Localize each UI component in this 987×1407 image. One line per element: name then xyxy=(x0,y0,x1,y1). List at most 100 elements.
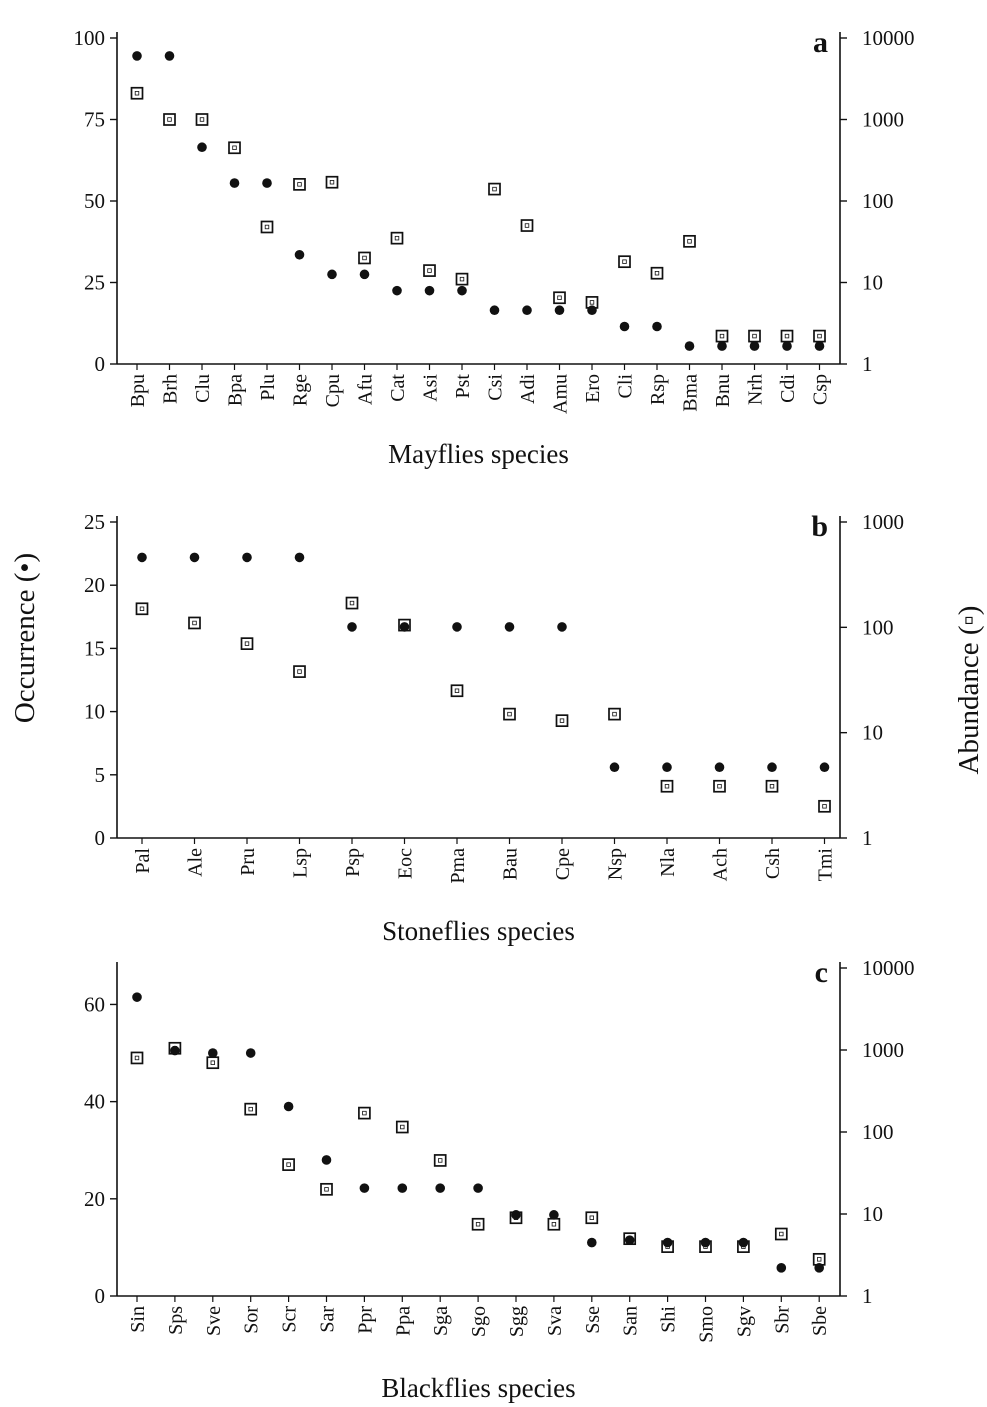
occurrence-point xyxy=(700,1237,711,1248)
abundance-point-inner xyxy=(297,182,302,187)
occurrence-point xyxy=(684,341,695,351)
right-tick-label: 100 xyxy=(862,615,894,639)
occurrence-point xyxy=(609,762,620,773)
abundance-point-inner xyxy=(286,1162,291,1167)
occurrence-point xyxy=(473,1183,483,1193)
abundance-point-inner xyxy=(329,180,335,185)
category-label: Csp xyxy=(810,374,832,405)
occurrence-point xyxy=(767,762,777,773)
occurrence-point xyxy=(397,1183,408,1193)
occurrence-point xyxy=(819,762,830,773)
category-label: Csi xyxy=(485,374,507,401)
right-tick-label: 1000 xyxy=(862,510,904,534)
category-label: Cli xyxy=(615,374,637,399)
abundance-point-inner xyxy=(134,91,140,96)
abundance-point-inner xyxy=(784,333,790,339)
occurrence-point xyxy=(294,249,305,260)
category-label: Tmi xyxy=(815,848,837,882)
category-label: Rge xyxy=(290,374,312,406)
right-tick-label: 1 xyxy=(862,1284,873,1308)
right-tick-label: 100 xyxy=(862,1120,894,1144)
left-tick-label: 40 xyxy=(84,1090,105,1114)
abundance-point-inner xyxy=(192,620,197,626)
category-label: Adi xyxy=(517,374,539,404)
left-tick-label: 25 xyxy=(84,271,105,295)
occurrence-point xyxy=(283,1101,294,1112)
occurrence-point xyxy=(522,305,532,316)
abundance-point-inner xyxy=(134,1055,140,1061)
category-label: Sgo xyxy=(468,1306,490,1337)
occurrence-point xyxy=(814,341,825,351)
abundance-point-inner xyxy=(507,711,512,717)
occurrence-point xyxy=(662,762,672,773)
category-label: Ale xyxy=(185,848,207,877)
occurrence-point xyxy=(452,622,462,632)
occurrence-point xyxy=(652,321,662,332)
y-axis-label-occurrence: Occurrence (•) xyxy=(9,553,41,723)
category-label: Nrh xyxy=(745,374,767,405)
category-label: Scr xyxy=(279,1306,301,1333)
category-label: Pst xyxy=(452,374,474,399)
occurrence-point xyxy=(549,1210,559,1220)
category-label: Pma xyxy=(447,848,469,884)
abundance-point-inner xyxy=(244,641,250,646)
left-tick-label: 10 xyxy=(84,700,105,724)
occurrence-point xyxy=(554,305,565,316)
abundance-point-inner xyxy=(524,223,530,228)
occurrence-point xyxy=(738,1237,749,1248)
abundance-point-inner xyxy=(822,804,827,809)
right-tick-label: 10000 xyxy=(862,26,915,50)
abundance-point-inner xyxy=(400,1124,405,1130)
category-label: Rsp xyxy=(647,374,669,405)
abundance-point-inner xyxy=(612,711,617,717)
category-label: Sve xyxy=(203,1306,225,1336)
occurrence-point xyxy=(170,1045,180,1056)
occurrence-point xyxy=(242,552,252,563)
panel-b: 0 5 10 15 20 25 1 10 100 1000 b Pal Ale Pru Lsp Psp Eoc P… xyxy=(84,510,904,946)
category-label: Nla xyxy=(657,848,679,877)
category-label: Brh xyxy=(160,374,182,404)
right-tick-label: 10000 xyxy=(862,956,915,980)
occurrence-point xyxy=(511,1210,521,1220)
category-label: Ach xyxy=(710,848,732,881)
occurrence-point xyxy=(557,622,567,632)
occurrence-point xyxy=(321,1155,332,1165)
occurrence-point xyxy=(294,552,305,563)
occurrence-point xyxy=(392,285,402,296)
occurrence-point xyxy=(776,1263,787,1273)
category-label: Sva xyxy=(544,1306,566,1336)
x-axis-title: Stoneflies species xyxy=(382,916,575,946)
category-label: Bnu xyxy=(712,374,734,407)
abundance-point-inner xyxy=(622,259,627,264)
occurrence-point xyxy=(399,622,410,632)
abundance-point-inner xyxy=(324,1187,329,1192)
abundance-point-inner xyxy=(752,333,757,339)
abundance-point-inner xyxy=(664,784,670,789)
left-tick-label: 60 xyxy=(84,992,105,1016)
category-label: Sgv xyxy=(733,1306,755,1337)
abundance-point-inner xyxy=(297,669,302,674)
left-tick-label: 25 xyxy=(84,510,105,534)
right-tick-label: 1000 xyxy=(862,1038,904,1062)
category-label: Ero xyxy=(582,374,604,403)
left-tick-label: 75 xyxy=(84,108,105,132)
abundance-point-inner xyxy=(210,1060,215,1065)
left-tick-label: 15 xyxy=(84,636,105,660)
abundance-point-inner xyxy=(349,600,355,606)
occurrence-point xyxy=(164,51,175,61)
right-tick-label: 1 xyxy=(862,826,873,850)
category-label: Sin xyxy=(127,1306,149,1333)
occurrence-point xyxy=(782,341,792,351)
panel-c: 0 20 40 60 1 10 100 1000 10000 c Sin Sps Sve Sor Scr Sa… xyxy=(84,956,915,1403)
category-label: Shi xyxy=(658,1306,680,1333)
category-label: Bpa xyxy=(225,374,247,406)
panel-letter: a xyxy=(813,26,828,59)
category-label: Cdi xyxy=(777,374,799,403)
abundance-point-inner xyxy=(454,688,460,693)
right-tick-label: 1 xyxy=(862,352,873,376)
category-label: Cpe xyxy=(552,848,574,880)
category-label: Bpu xyxy=(127,374,149,407)
category-label: Sor xyxy=(241,1306,263,1334)
abundance-point-inner xyxy=(557,295,562,300)
